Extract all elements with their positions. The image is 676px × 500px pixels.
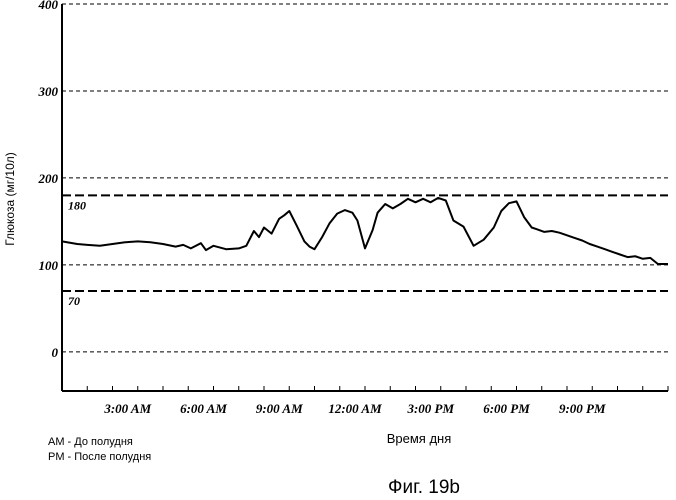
- reference-lines: 180 70: [62, 195, 668, 308]
- y-axis-title: Глюкоза (мг/10л): [3, 152, 17, 246]
- x-tick-label: 6:00 PM: [483, 401, 530, 416]
- reference-line-label: 180: [68, 198, 86, 212]
- y-tick-label: 300: [38, 84, 59, 99]
- reference-line-label: 70: [68, 294, 80, 308]
- x-tick-label: 6:00 AM: [180, 401, 227, 416]
- legend-note-am: AM - До полудня: [48, 436, 133, 448]
- y-tick-label: 0: [52, 345, 59, 360]
- series-line: [62, 198, 668, 264]
- x-tick-label: 3:00 PM: [406, 401, 454, 416]
- legend-note-pm: PM - После полудня: [48, 451, 151, 463]
- y-tick-label: 400: [38, 0, 59, 12]
- x-tick-label: 3:00 AM: [103, 401, 151, 416]
- figure-caption: Фиг. 19b: [388, 477, 460, 498]
- x-axis-title: Время дня: [387, 431, 452, 446]
- y-tick-labels: 400 300 200 100 0: [38, 0, 59, 360]
- y-tick-label: 100: [39, 258, 59, 273]
- x-tick-labels: 3:00 AM 6:00 AM 9:00 AM 12:00 AM 3:00 PM 6:00…: [103, 401, 606, 416]
- y-tick-label: 200: [38, 171, 59, 186]
- x-tick-label: 9:00 AM: [256, 401, 303, 416]
- grid-lines: [62, 4, 668, 352]
- x-tick-label: 9:00 PM: [559, 401, 606, 416]
- x-tick-label: 12:00 AM: [328, 401, 382, 416]
